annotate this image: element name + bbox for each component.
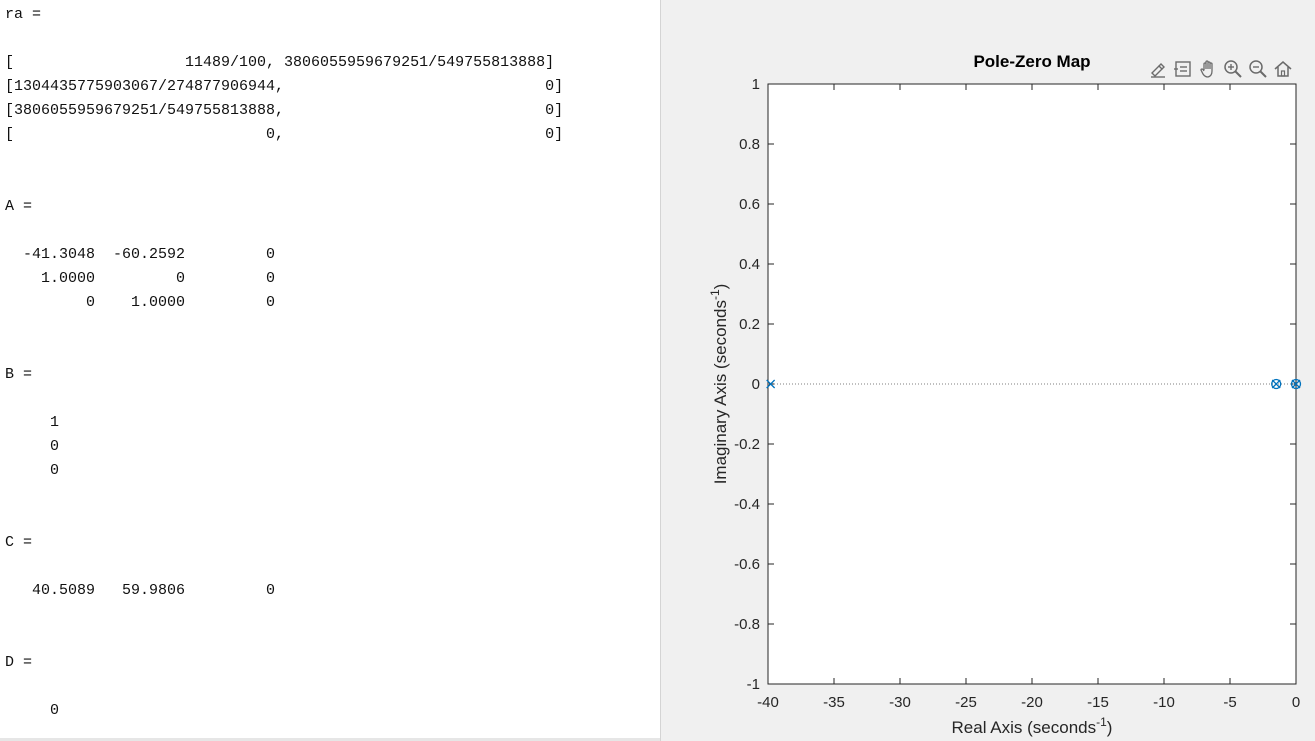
y-tick-label: 0: [752, 376, 760, 393]
y-tick-label: 1: [752, 76, 760, 93]
x-tick-label: -25: [955, 694, 977, 711]
x-tick-label: -35: [823, 694, 845, 711]
pole-zero-plot[interactable]: -40 -35 -30 -25 -20 -15 -10 -5 0-1-0.8-0.6-0.4-0…: [661, 0, 1315, 741]
console-output-line: B =: [5, 366, 33, 383]
y-axis-label: Imaginary Axis (seconds-1): [708, 284, 730, 485]
command-window[interactable]: ra = [ 11489/100, 3806055959679251/549755…: [0, 0, 660, 741]
console-output-line: ra =: [5, 6, 42, 23]
y-tick-label: -0.2: [734, 436, 760, 453]
y-tick-label: 0.2: [739, 316, 760, 333]
y-tick-label: -0.4: [734, 496, 760, 513]
brush-edit-button[interactable]: [1146, 57, 1170, 81]
axes-toolbar: [1146, 57, 1295, 81]
console-output-line: D =: [5, 654, 33, 671]
console-output-line: [ 11489/100, 3806055959679251/5497558138…: [5, 54, 555, 71]
zoom-out-icon: [1249, 60, 1267, 78]
zoom-in-button[interactable]: [1221, 57, 1245, 81]
pole-marker: [766, 379, 776, 389]
x-axis-label-text: Real Axis (seconds: [952, 718, 1097, 737]
y-tick-label: 0.4: [739, 256, 760, 273]
x-axis-label: Real Axis (seconds-1): [952, 715, 1113, 737]
home-restore-view-icon: [1274, 61, 1292, 77]
pole-marker: [1291, 379, 1301, 389]
console-output-line: [3806055959679251/549755813888, 0]: [5, 102, 564, 119]
console-output-line: A =: [5, 198, 33, 215]
x-axis-label-close: ): [1107, 718, 1113, 737]
x-axis-label-exponent: -1: [1096, 715, 1107, 729]
y-tick-label: 0.8: [739, 136, 760, 153]
console-output-line: 0 1.0000 0: [5, 294, 276, 311]
x-tick-label: -5: [1223, 694, 1236, 711]
console-output-line: 40.5089 59.9806 0: [5, 582, 276, 599]
zero-marker: [1271, 378, 1282, 390]
zero-marker: [1290, 378, 1302, 390]
y-axis-label-exponent: -1: [708, 289, 722, 300]
x-tick-label: -10: [1153, 694, 1175, 711]
zoom-out-button[interactable]: [1246, 57, 1270, 81]
pole-marker: [1271, 379, 1281, 389]
console-output-line: 0: [5, 702, 60, 719]
figure-panel: -40 -35 -30 -25 -20 -15 -10 -5 0 -1 -0.8 -0.6 -0.4 -0…: [660, 0, 1315, 741]
console-output-line: 0: [5, 462, 60, 479]
y-tick-label: 0.6: [739, 196, 760, 213]
x-tick-label: -30: [889, 694, 911, 711]
brush-edit-icon: [1151, 63, 1165, 78]
console-output-line: 1.0000 0 0: [5, 270, 276, 287]
x-tick-label: -15: [1087, 694, 1109, 711]
zoom-in-icon: [1224, 60, 1242, 78]
data-tips-button[interactable]: [1171, 57, 1195, 81]
restore-view-button[interactable]: [1271, 57, 1295, 81]
y-tick-label: -0.8: [734, 616, 760, 633]
x-tick-label: -40: [757, 694, 779, 711]
console-output-line: [ 0, 0]: [5, 126, 564, 143]
pan-hand-icon: [1200, 60, 1213, 78]
y-tick-label: -1: [747, 676, 760, 693]
console-output-line: 0: [5, 438, 60, 455]
chart-title: Pole-Zero Map: [973, 52, 1090, 71]
command-window-bottom-edge: [0, 738, 660, 741]
console-output-line: -41.3048 -60.2592 0: [5, 246, 276, 263]
y-axis-label-text: Imaginary Axis (seconds: [711, 300, 730, 484]
data-tips-icon: [1174, 61, 1191, 77]
console-output-line: 1: [5, 414, 60, 431]
x-tick-label: 0: [1292, 694, 1300, 711]
console-output-line: C =: [5, 534, 33, 551]
x-tick-label: -20: [1021, 694, 1043, 711]
y-axis-label-close: ): [711, 284, 730, 290]
console-output-line: [1304435775903067/274877906944, 0]: [5, 78, 564, 95]
y-tick-label: -0.6: [734, 556, 760, 573]
pan-button[interactable]: [1196, 57, 1220, 81]
